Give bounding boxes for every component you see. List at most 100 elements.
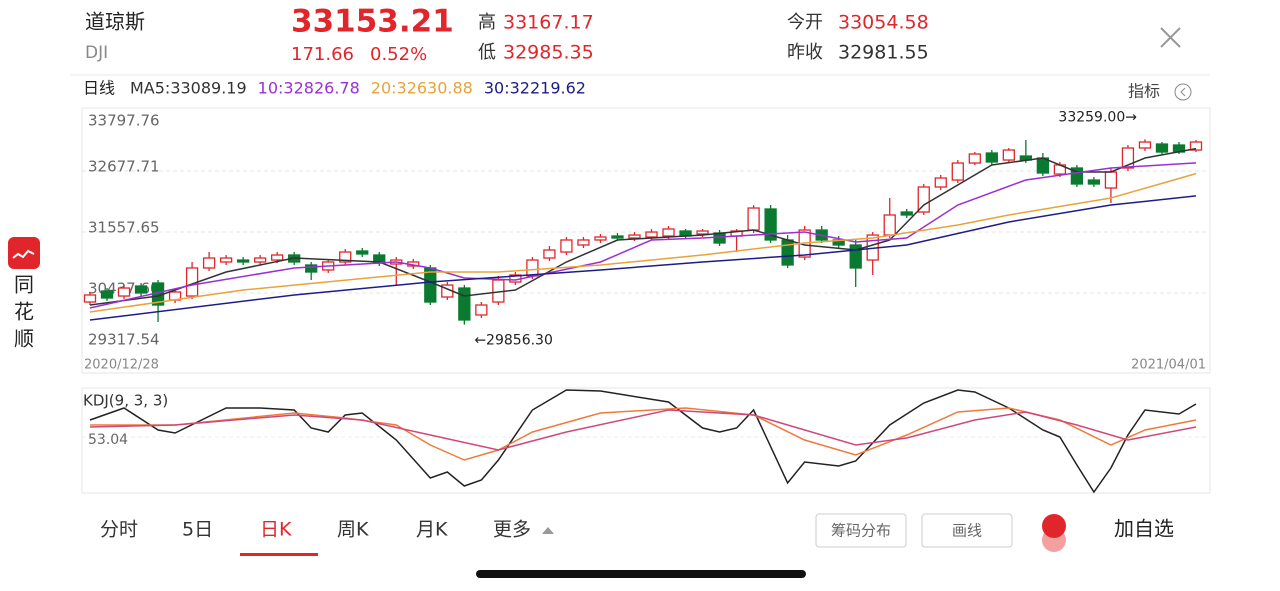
candle-body: [117, 287, 131, 297]
button[interactable]: [815, 513, 907, 548]
candle-body: [254, 257, 267, 263]
legend-entry: 30:32219.62: [484, 79, 586, 98]
candle-body: [883, 214, 896, 236]
home-indicator: [476, 570, 806, 578]
y-tick-label: 33797.76: [88, 112, 160, 130]
y-tick-label: 53.04: [88, 432, 128, 448]
y-tick-label: 32677.71: [88, 157, 160, 175]
app-name: 花: [14, 300, 34, 324]
stat-value: 32981.55: [838, 42, 929, 64]
tab[interactable]: 更多: [493, 519, 531, 541]
indicator-button[interactable]: 指标: [1128, 82, 1160, 101]
price: 33153.21: [291, 4, 454, 40]
kdj-line: [89, 409, 1197, 451]
annotation: 33259.00→: [1058, 109, 1137, 125]
add-watchlist[interactable]: 加自选: [1114, 517, 1174, 541]
candle-body: [764, 208, 777, 241]
legend-entry: MA5:33089.19: [130, 79, 247, 98]
legend-entry: 20:32630.88: [371, 79, 473, 98]
candle-body: [1155, 143, 1169, 153]
date-label: 2020/12/28: [84, 358, 159, 373]
candle-body: [458, 287, 471, 321]
close-button[interactable]: [1160, 27, 1181, 48]
candle-body: [968, 153, 981, 164]
candle-body: [662, 228, 675, 237]
main-panel: [81, 107, 1211, 374]
candle-body: [951, 162, 964, 181]
tab-arrow: [542, 527, 554, 534]
candle-body: [202, 257, 216, 269]
candle-body: [1070, 167, 1084, 185]
candle-body: [577, 239, 590, 246]
candle-body: [849, 244, 862, 269]
indicator-icon: [1180, 87, 1186, 97]
candle-body: [645, 231, 658, 238]
candle-body: [1104, 171, 1118, 189]
app-icon[interactable]: [8, 237, 40, 269]
panel-title: KDJ(9, 3, 3): [83, 392, 168, 410]
candle-body: [219, 257, 233, 263]
candle-body: [271, 254, 284, 261]
stat-label: 高: [478, 12, 496, 33]
watch-icon: [1042, 514, 1066, 538]
kdj-line: [89, 389, 1197, 494]
candle-body: [611, 235, 624, 239]
tab[interactable]: 分时: [100, 519, 138, 541]
stat-label: 今开: [787, 12, 823, 33]
ma-line: [89, 172, 1197, 313]
stat-value: 33054.58: [838, 12, 929, 34]
annotation: ←29856.30: [474, 333, 553, 349]
tab[interactable]: 5日: [182, 519, 213, 541]
candle-body: [1121, 147, 1135, 169]
stat-value: 32985.35: [503, 42, 594, 64]
candle-body: [356, 250, 369, 255]
candle-body: [83, 294, 97, 303]
candle-body: [236, 259, 250, 263]
date-label: 2021/04/01: [1131, 358, 1206, 373]
candle-body: [543, 249, 556, 259]
tab[interactable]: 月K: [416, 519, 448, 541]
ma-line: [89, 147, 1197, 306]
candle-body: [781, 239, 794, 266]
legend-entry: 10:32826.78: [258, 79, 360, 98]
candle-body: [985, 152, 998, 163]
candle-body: [628, 234, 641, 239]
stat-label: 昨收: [787, 42, 823, 63]
tab-active[interactable]: 日K: [260, 519, 292, 541]
button-label: 画线: [952, 522, 982, 540]
candle-body: [526, 259, 539, 277]
kdj-panel: [81, 387, 1211, 494]
indicator-icon[interactable]: [1174, 83, 1192, 101]
candle-body: [713, 232, 726, 244]
candle-body: [1138, 141, 1152, 149]
index-code: DJI: [85, 43, 108, 63]
candle-body: [305, 264, 318, 273]
app-name: 同: [14, 273, 34, 297]
app-name: 顺: [14, 327, 34, 351]
button[interactable]: [921, 513, 1013, 548]
candle-body: [1002, 149, 1015, 161]
candle-body: [475, 304, 488, 316]
candle-body: [594, 236, 607, 241]
tab[interactable]: 周K: [337, 519, 369, 541]
stat-label: 低: [478, 42, 496, 63]
ma-line: [89, 195, 1197, 321]
candle-body: [934, 177, 947, 188]
button-label: 筹码分布: [831, 522, 891, 540]
candle-body: [100, 290, 114, 299]
candle-body: [917, 186, 930, 213]
app-icon-glyph: [12, 249, 35, 259]
ma-line: [89, 162, 1197, 309]
candle-body: [696, 230, 709, 235]
candle-body: [747, 207, 760, 231]
candle-body: [900, 211, 913, 216]
y-tick-label: 29317.54: [88, 331, 160, 349]
change: 171.66: [291, 44, 354, 65]
index-name: 道琼斯: [85, 10, 145, 34]
y-tick-label: 31557.65: [88, 219, 160, 237]
candle-body: [560, 239, 573, 253]
candle-body: [339, 251, 352, 263]
tab-underline: [240, 553, 318, 556]
